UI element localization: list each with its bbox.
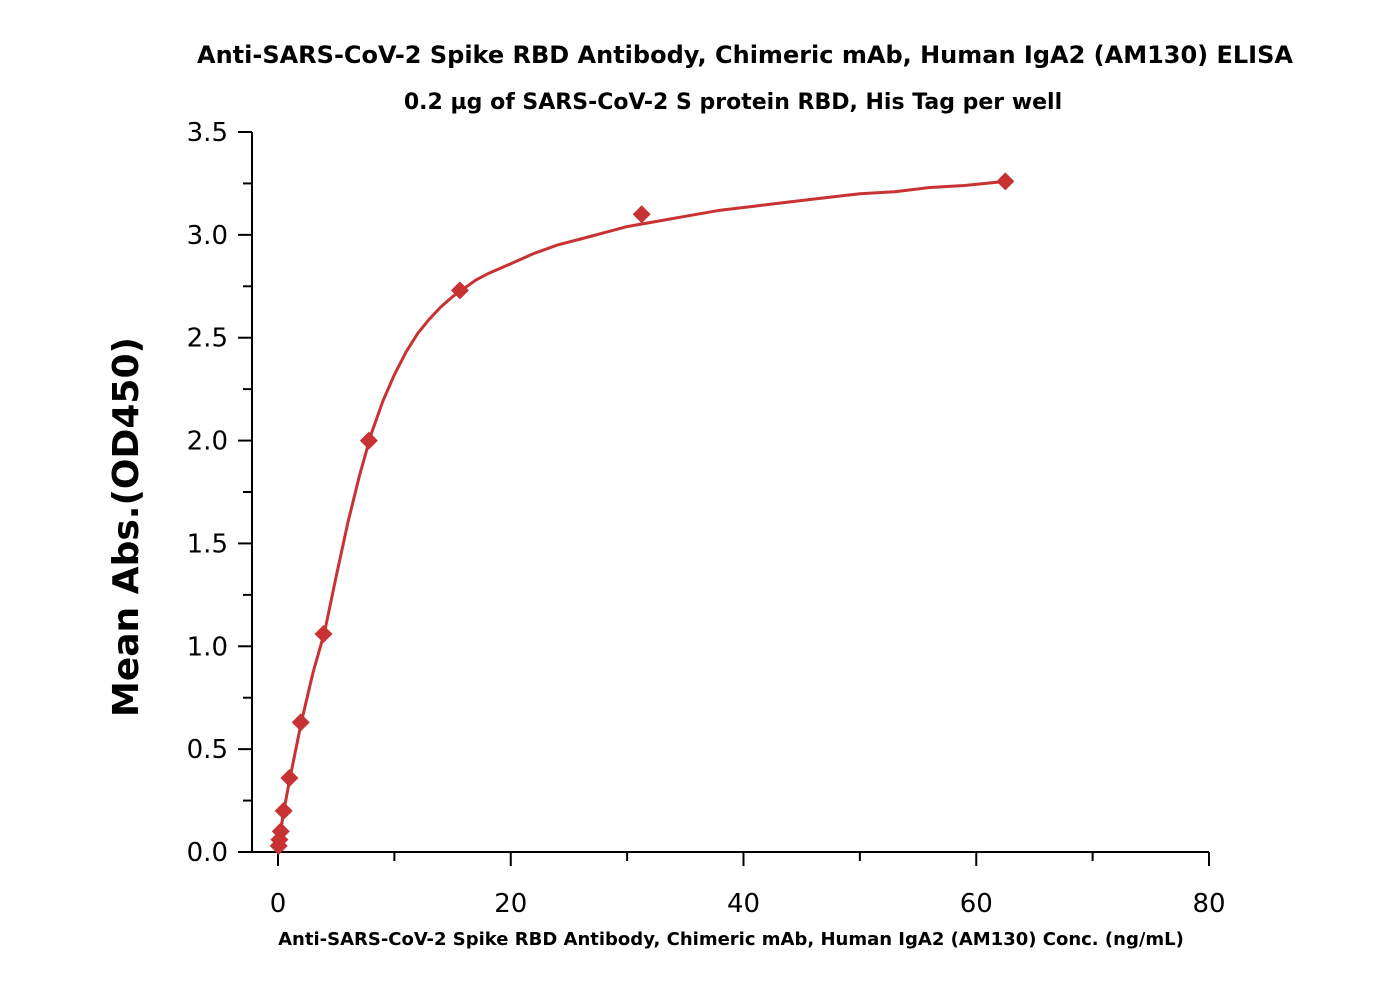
x-axis-ticks: 0 20 40 60 80 [270,852,1226,919]
data-point [291,713,310,732]
axes [251,132,1209,853]
data-point [274,801,293,820]
data-point [450,281,469,300]
chart-title: Anti-SARS-CoV-2 Spike RBD Antibody, Chim… [197,41,1293,69]
fit-curve [276,179,1006,849]
y-tick-label: 0.5 [187,735,228,765]
data-point [632,205,651,224]
y-tick-label: 3.5 [187,118,228,148]
y-axis-label: Mean Abs.(OD450) [106,337,147,717]
data-point [280,768,299,787]
data-points-layer [269,172,1015,855]
y-tick-label: 2.5 [187,324,228,354]
x-tick-label: 40 [727,889,760,919]
x-tick-label: 20 [494,889,527,919]
y-tick-label: 3.0 [187,221,228,251]
y-axis-ticks: 0.0 0.5 1.0 1.5 2.0 2.5 3.0 3.5 [187,118,252,868]
data-point [271,822,290,841]
x-tick-label: 80 [1192,889,1225,919]
y-tick-label: 1.5 [187,529,228,559]
data-point [314,624,333,643]
y-tick-label: 1.0 [187,632,228,662]
y-tick-label: 2.0 [187,427,228,457]
data-point [359,431,378,450]
data-point [996,172,1015,191]
x-tick-label: 60 [960,889,993,919]
fit-curve-layer [276,179,1006,849]
chart-subtitle: 0.2 µg of SARS-CoV-2 S protein RBD, His … [404,90,1062,115]
y-tick-label: 0.0 [187,838,228,868]
x-tick-label: 0 [270,889,287,919]
x-axis-label: Anti-SARS-CoV-2 Spike RBD Antibody, Chim… [278,929,1184,950]
